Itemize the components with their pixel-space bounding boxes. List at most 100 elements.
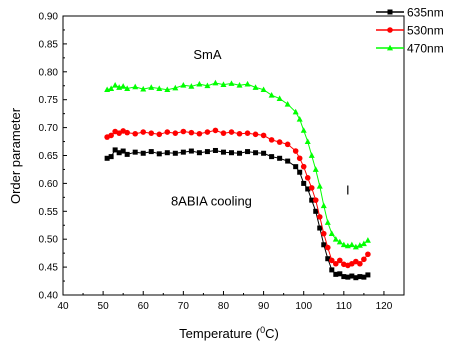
y-tick-label: 0.80 [39,67,59,78]
y-axis: 0.40 0.45 0.50 0.55 0.60 0.65 0.70 0.75 0.80 0.85… [39,12,67,302]
data-point [341,274,347,280]
data-point [308,185,315,191]
data-point [196,80,203,87]
x-axis: 40 50 60 70 80 90 100 110 120 [57,291,393,312]
data-point [220,130,227,136]
data-point [364,237,371,243]
y-tick-label: 0.85 [39,39,59,50]
data-point [305,186,311,192]
data-point [268,92,275,98]
data-point [156,151,162,157]
data-point [296,116,303,122]
x-axis-title: Temperature (0C) [179,325,279,341]
data-point [365,272,371,278]
data-point [237,150,243,156]
data-point [156,85,163,91]
x-tick-label: 40 [57,301,69,312]
series-635nm [104,147,371,281]
data-point [148,130,155,136]
data-point [320,202,327,209]
data-point [124,85,131,91]
legend-item: 470nm [376,42,444,56]
data-point [180,128,187,135]
data-point [212,79,219,86]
data-point [345,274,351,280]
data-point [328,257,335,264]
data-point [140,85,147,92]
data-point [252,84,259,90]
data-point [204,129,211,135]
data-point [116,150,122,156]
data-point [308,152,315,158]
x-tick-label: 120 [376,301,393,312]
data-point [324,244,331,251]
data-point [212,147,218,153]
data-point [132,149,138,155]
y-tick-label: 0.40 [39,291,59,302]
x-tick-label: 80 [218,301,230,312]
data-point [269,154,275,160]
data-point [196,150,202,156]
data-point [220,81,227,88]
data-point [316,182,323,189]
data-point [309,197,315,203]
data-point [304,138,311,144]
data-point [108,154,114,160]
x-tick-label: 60 [138,301,150,312]
data-point [204,82,211,89]
legend-label: 635nm [407,6,444,20]
legend-marker [387,44,393,51]
data-point [112,147,118,153]
data-point [317,225,323,231]
data-point [352,243,359,250]
data-point [277,155,283,161]
data-point [188,129,195,136]
data-point [292,148,299,154]
data-point [340,241,347,248]
x-tick-label: 110 [336,301,352,312]
legend-item: 530nm [376,24,444,38]
data-point [333,260,339,267]
data-point [284,141,291,148]
data-point [260,86,267,93]
data-point [328,230,335,237]
data-point [228,150,234,156]
data-point [164,129,171,135]
data-point [228,129,235,135]
data-point [148,84,155,90]
series-layer [104,79,371,281]
data-point [292,108,299,115]
data-point [304,175,311,181]
legend-label: 530nm [407,24,444,38]
annotation-label: SmA [193,47,222,62]
data-point [329,267,335,273]
annotations: SmA 8ABIA cooling I [171,47,350,209]
data-point [285,158,291,164]
data-point [333,271,339,277]
data-point [261,150,267,156]
data-point [156,131,163,138]
y-tick-label: 0.60 [39,179,59,190]
data-point [124,129,130,136]
data-point [312,197,319,203]
data-point [300,127,307,133]
data-point [336,238,343,245]
data-point [365,251,371,258]
data-point [244,130,251,136]
data-point [120,148,126,154]
data-point [140,150,146,156]
data-point [112,81,119,88]
data-point [220,149,226,155]
data-point [361,256,367,263]
data-point [172,150,178,156]
data-point [108,132,114,139]
data-point [124,151,130,157]
data-point [253,150,259,156]
y-tick-label: 0.50 [39,235,59,246]
data-point [312,166,319,172]
data-point [252,131,259,138]
series-470nm [104,79,371,250]
data-point [236,130,243,137]
data-point [332,236,339,242]
data-point [293,164,299,170]
